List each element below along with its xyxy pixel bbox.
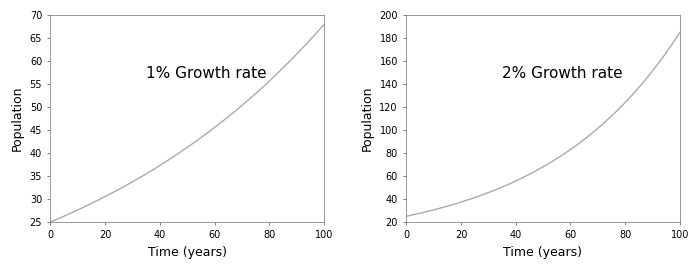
X-axis label: Time (years): Time (years) <box>148 246 227 259</box>
Y-axis label: Population: Population <box>361 86 374 151</box>
Y-axis label: Population: Population <box>11 86 24 151</box>
Text: 2% Growth rate: 2% Growth rate <box>502 66 622 80</box>
X-axis label: Time (years): Time (years) <box>503 246 582 259</box>
Text: 1% Growth rate: 1% Growth rate <box>146 66 267 80</box>
